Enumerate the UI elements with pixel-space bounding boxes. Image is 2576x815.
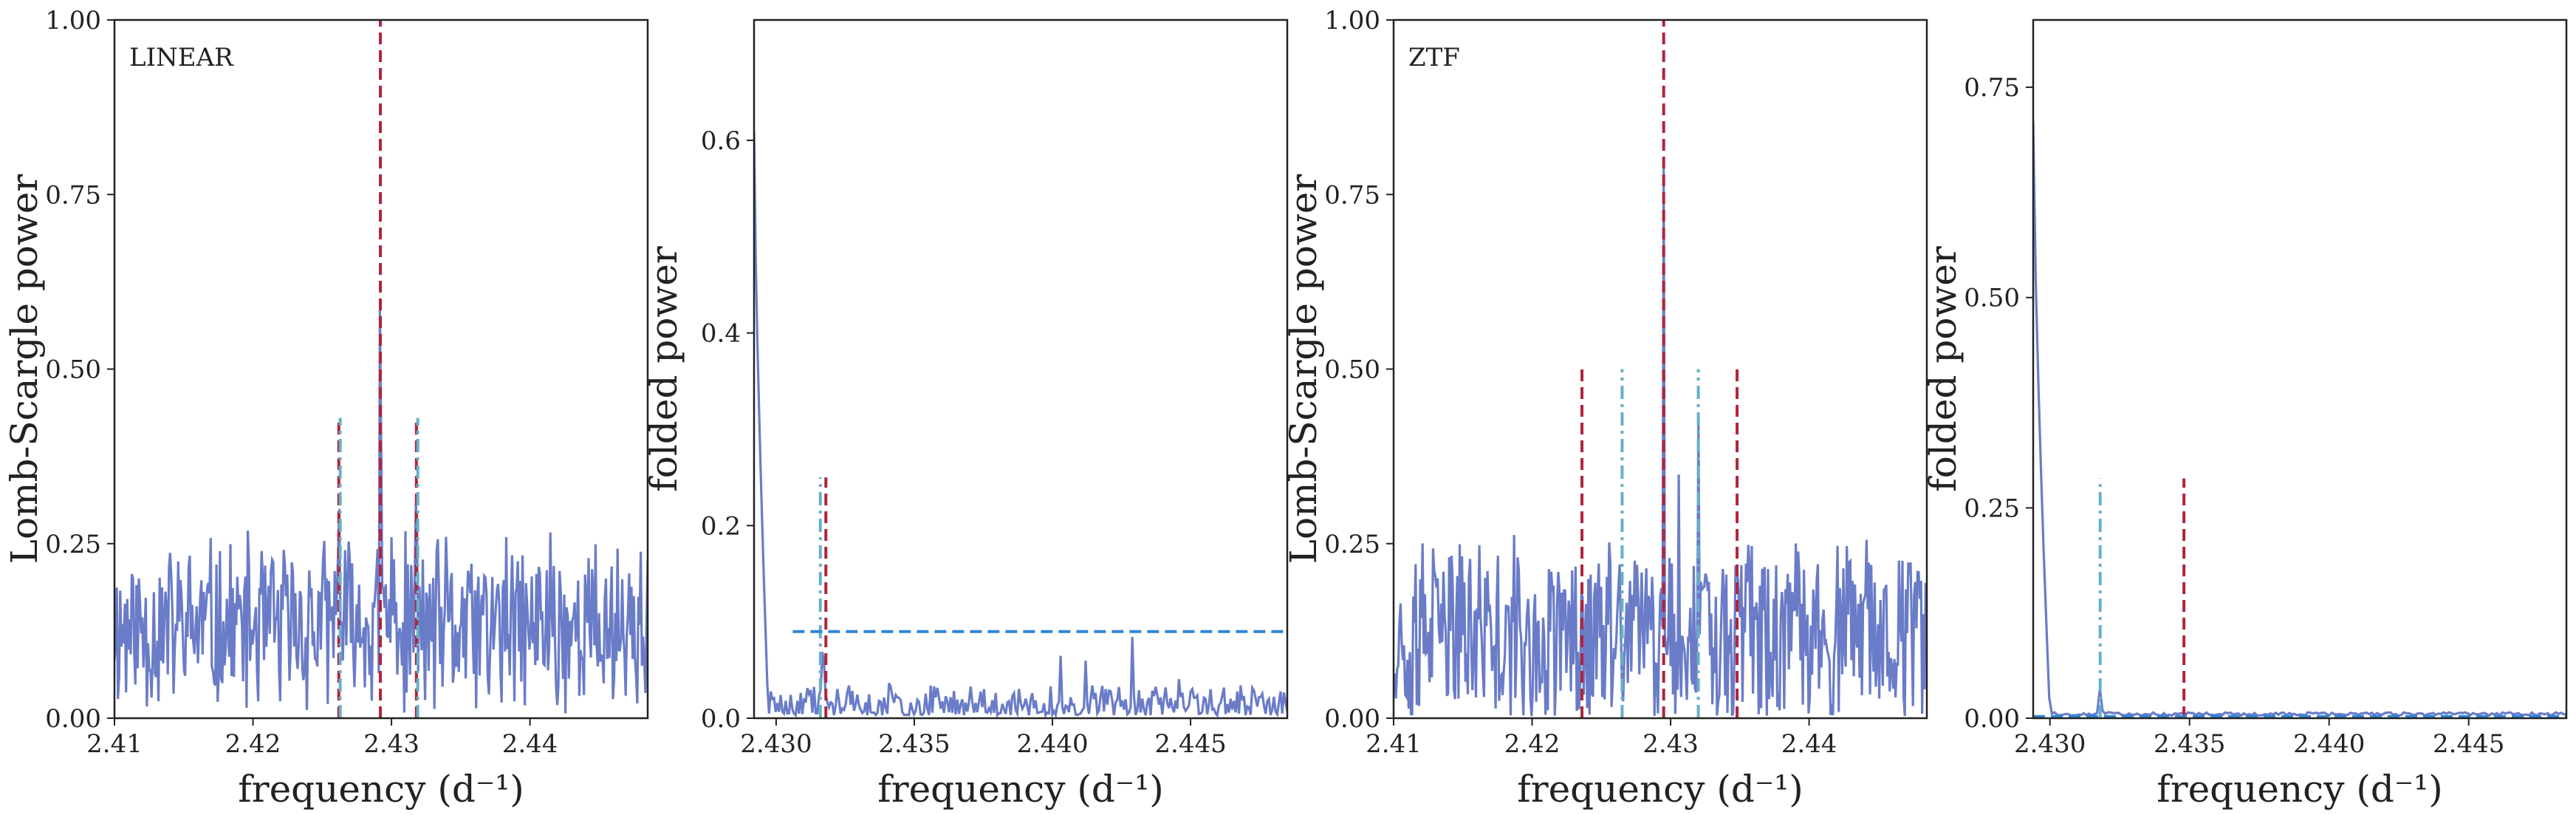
- y-tick-label: 0.25: [1964, 494, 2020, 523]
- y-tick-label: 0.50: [45, 355, 101, 385]
- x-tick-label: 2.445: [1154, 729, 1226, 759]
- plot-frame: [2032, 18, 2568, 720]
- y-tick-label: 0.75: [1324, 180, 1380, 210]
- y-tick-label: 0.6: [701, 126, 741, 156]
- y-tick-label: 0.00: [1964, 704, 2020, 734]
- x-tick-label: 2.42: [225, 729, 281, 759]
- power-series-line: [1394, 166, 1927, 717]
- x-tick-label: 2.440: [1016, 729, 1088, 759]
- x-axis-label: frequency (d⁻¹): [2157, 768, 2443, 811]
- y-tick-label: 0.00: [1324, 704, 1380, 734]
- x-tick-label: 2.41: [1366, 729, 1422, 759]
- y-tick-label: 0.2: [701, 511, 741, 541]
- y-tick-label: 0.4: [701, 319, 741, 349]
- y-axis-label: folded power: [643, 246, 685, 492]
- x-tick-label: 2.42: [1504, 729, 1561, 759]
- x-tick-label: 2.440: [2293, 729, 2365, 759]
- y-tick-label: 0.50: [1964, 284, 2020, 313]
- x-tick-label: 2.435: [2154, 729, 2225, 759]
- power-series-line: [754, 130, 1287, 718]
- y-tick-label: 1.00: [45, 6, 101, 35]
- y-tick-label: 0.75: [1964, 73, 2020, 103]
- x-axis-label: frequency (d⁻¹): [1517, 768, 1803, 811]
- x-tick-label: 2.44: [502, 729, 558, 759]
- panel-label: ZTF: [1408, 43, 1460, 72]
- x-tick-label: 2.43: [363, 729, 419, 759]
- panel-1: 2.41 2.42 2.43 2.44 0.00 0.25 0.50 0.75 1.00 freq…: [3, 6, 649, 811]
- y-tick-label: 0.25: [45, 530, 101, 559]
- panel-label: LINEAR: [129, 43, 234, 72]
- y-tick-label: 0.0: [701, 704, 741, 734]
- power-series-line: [2033, 120, 2566, 717]
- x-tick-label: 2.41: [86, 729, 143, 759]
- plot-frame: [753, 18, 1289, 720]
- x-tick-label: 2.435: [878, 729, 950, 759]
- panel-4: 2.430 2.435 2.440 2.445 0.00 0.25 0.50 0.75 freq…: [1922, 18, 2568, 811]
- y-axis-label: Lomb-Scargle power: [1282, 174, 1325, 565]
- panel-3: 2.41 2.42 2.43 2.44 0.00 0.25 0.50 0.75 1.00 freq…: [1282, 6, 1928, 811]
- y-axis-label: folded power: [1922, 246, 1964, 492]
- x-tick-label: 2.430: [2014, 729, 2086, 759]
- x-tick-label: 2.43: [1642, 729, 1699, 759]
- x-axis-label: frequency (d⁻¹): [877, 768, 1164, 811]
- x-axis-label: frequency (d⁻¹): [238, 768, 524, 811]
- x-tick-label: 2.430: [740, 729, 812, 759]
- y-tick-label: 0.75: [45, 180, 101, 210]
- x-tick-label: 2.445: [2433, 729, 2504, 759]
- y-axis-label: Lomb-Scargle power: [3, 174, 46, 565]
- x-tick-label: 2.44: [1781, 729, 1837, 759]
- y-tick-label: 0.50: [1324, 355, 1380, 385]
- y-tick-label: 0.25: [1324, 530, 1380, 559]
- y-tick-label: 1.00: [1324, 6, 1380, 35]
- panel-2: 2.430 2.435 2.440 2.445 0.0 0.2 0.4 0.6 frequenc…: [643, 18, 1289, 811]
- y-tick-label: 0.00: [45, 704, 101, 734]
